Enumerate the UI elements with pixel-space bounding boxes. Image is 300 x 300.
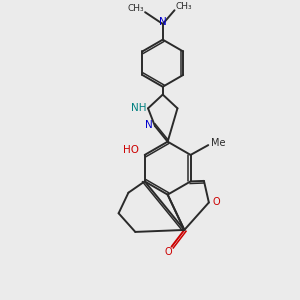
Text: HO: HO (123, 145, 139, 155)
Text: N: N (145, 120, 153, 130)
Text: N: N (159, 17, 166, 27)
Text: Me: Me (211, 138, 225, 148)
Text: O: O (213, 197, 220, 208)
Text: NH: NH (131, 103, 147, 113)
Text: O: O (165, 247, 172, 256)
Text: CH₃: CH₃ (175, 2, 192, 11)
Text: CH₃: CH₃ (128, 4, 145, 13)
